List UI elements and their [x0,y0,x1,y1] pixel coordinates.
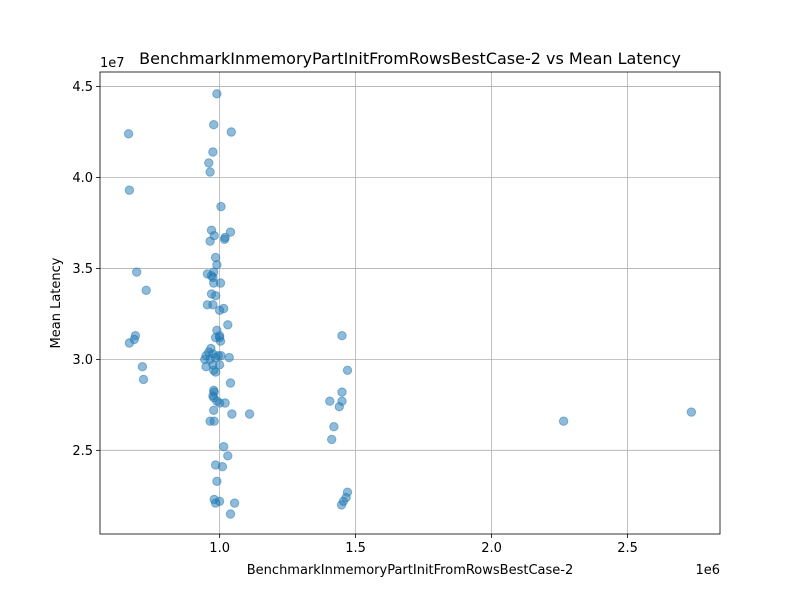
data-point [224,352,234,363]
data-point [214,496,225,506]
y-tick-label: 4.0 [72,171,93,186]
data-point [130,331,141,341]
data-point [329,422,339,432]
x-tick-label: 1.5 [345,541,366,556]
plot-frame [99,71,721,535]
data-point [209,405,219,415]
y-tick-label: 3.5 [72,262,93,277]
data-point [216,351,226,361]
data-point [334,402,344,412]
y-tick-label: 2.5 [72,444,93,459]
data-points [123,89,697,519]
data-point [208,300,218,310]
data-point [138,374,149,385]
y-tick-label: 3.0 [72,353,93,368]
data-point [219,442,229,452]
data-point [223,320,233,330]
data-point [220,232,230,243]
data-point [215,278,226,288]
data-point [210,367,221,377]
data-point [337,331,347,341]
data-point [124,185,135,195]
data-point [336,500,347,510]
data-point [225,509,236,519]
data-point [217,462,228,472]
axis-ticks: 1.0 1.5 2.0 2.5 2.5 3.0 3.5 4.0 4.5 [72,80,638,556]
data-point [141,285,151,295]
x-axis-label: BenchmarkInmemoryPartInitFromRowsBestCas… [247,563,573,578]
data-point [205,236,215,246]
x-tick-label: 1.0 [209,541,230,556]
data-point [225,378,236,388]
data-point [214,360,225,370]
y-axis-label: Mean Latency [49,257,64,348]
data-point [204,158,214,168]
data-point [337,387,347,397]
data-point [327,434,337,445]
data-point [201,362,211,372]
data-point [208,147,218,157]
data-point [212,89,222,99]
data-point [210,291,221,301]
data-point [227,409,237,419]
data-point [226,127,237,137]
data-point [132,267,142,277]
data-point [214,331,225,341]
data-point [205,167,215,177]
x-tick-label: 2.5 [617,541,638,556]
data-point [229,498,240,508]
y-axis-offset-label: 1e7 [100,56,125,71]
x-tick-label: 2.0 [481,541,502,556]
y-tick-label: 4.5 [72,80,93,95]
data-point [214,305,225,315]
data-point [209,416,219,426]
data-point [209,120,219,130]
data-point [223,451,233,461]
data-point [686,407,697,417]
data-point [212,476,222,486]
data-point [325,396,335,406]
data-point [220,398,230,408]
chart-title: BenchmarkInmemoryPartInitFromRowsBestCas… [139,49,681,68]
data-point [558,416,569,426]
data-point [244,409,255,419]
x-axis-offset-label: 1e6 [695,563,720,578]
data-point [137,362,148,372]
data-point [342,365,353,375]
data-point [216,201,226,212]
data-point [123,129,134,139]
